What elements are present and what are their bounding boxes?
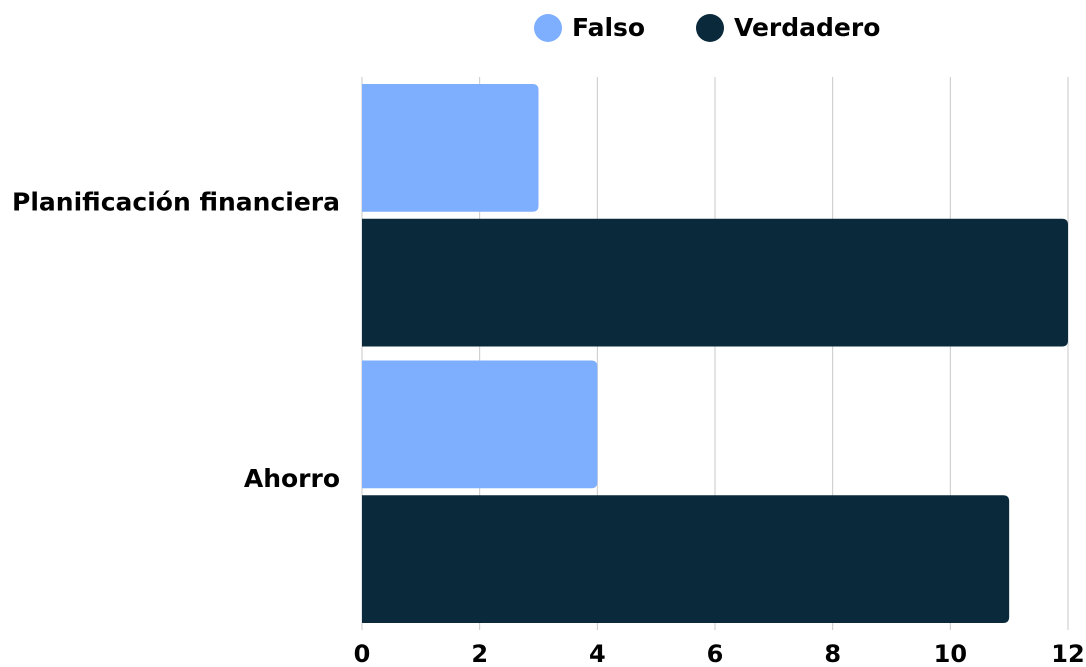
y-tick-label: Planificación financiera [12,187,340,216]
legend-marker [696,14,724,42]
bar [362,218,1068,347]
y-tick-label: Ahorro [244,464,340,493]
x-tick-label: 6 [707,640,724,667]
x-tick-label: 4 [589,640,606,667]
legend-label: Verdadero [734,13,880,42]
legend-marker [534,14,562,42]
x-tick-label: 12 [1051,640,1084,667]
bar [362,84,539,212]
legend-label: Falso [572,13,645,42]
x-tick-label: 8 [824,640,841,667]
x-tick-label: 10 [934,640,967,667]
bar [362,360,598,489]
bar [362,495,1010,623]
x-tick-label: 0 [354,640,371,667]
x-tick-label: 2 [471,640,488,667]
